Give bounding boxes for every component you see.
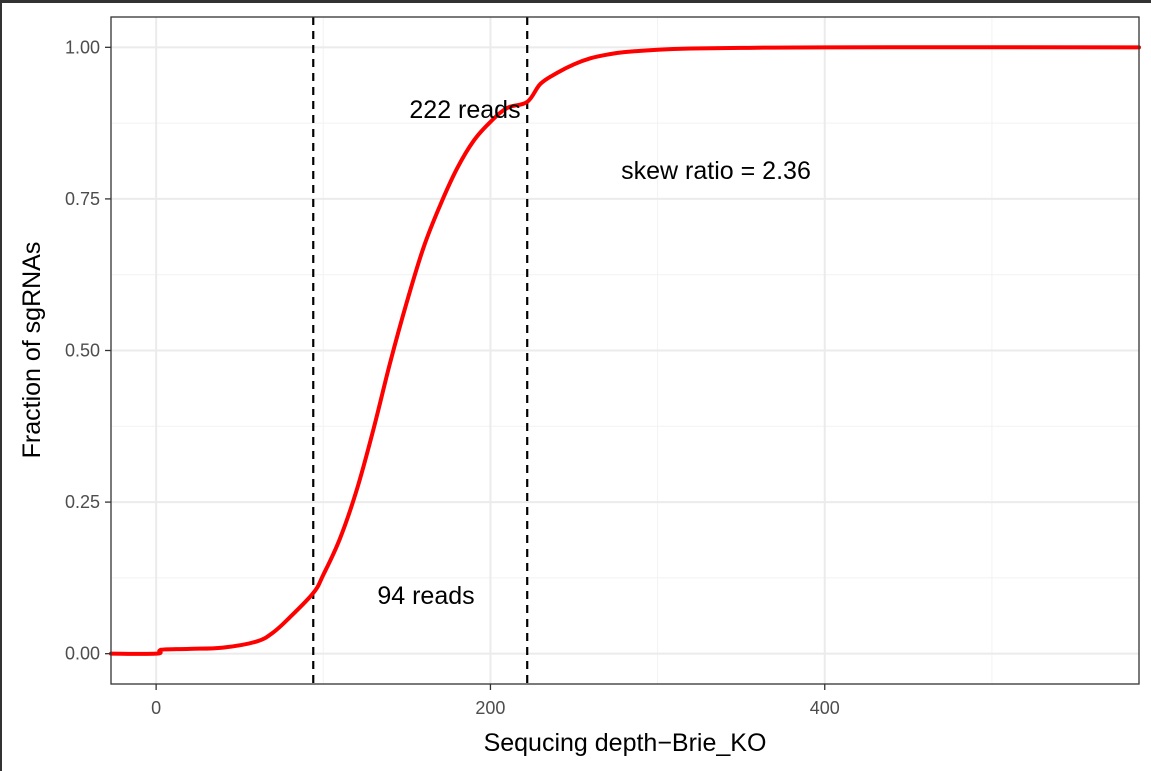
x-tick-label: 200 <box>475 698 505 718</box>
series-line <box>109 45 1141 656</box>
annotation-skew-ratio: skew ratio = 2.36 <box>621 157 811 185</box>
y-tick-label: 0.50 <box>65 341 100 361</box>
y-axis-title: Fraction of sgRNAs <box>18 242 46 459</box>
x-axis-title: Sequcing depth−Brie_KO <box>484 729 767 757</box>
annotation-94-reads: 94 reads <box>377 582 474 610</box>
major-gridlines <box>111 17 1139 684</box>
x-tick-label: 400 <box>810 698 840 718</box>
y-tick-label: 0.00 <box>65 644 100 664</box>
y-axis-ticks: 0.00 0.25 0.50 0.75 1.00 <box>65 37 111 664</box>
window-left-border <box>0 0 2 771</box>
x-tick-label: 0 <box>151 698 161 718</box>
annotation-222-reads: 222 reads <box>409 96 520 124</box>
window-top-border <box>0 0 1151 3</box>
y-tick-label: 1.00 <box>65 37 100 57</box>
x-axis-ticks: 0 200 400 <box>151 684 840 718</box>
y-tick-label: 0.25 <box>65 492 100 512</box>
y-tick-label: 0.75 <box>65 189 100 209</box>
